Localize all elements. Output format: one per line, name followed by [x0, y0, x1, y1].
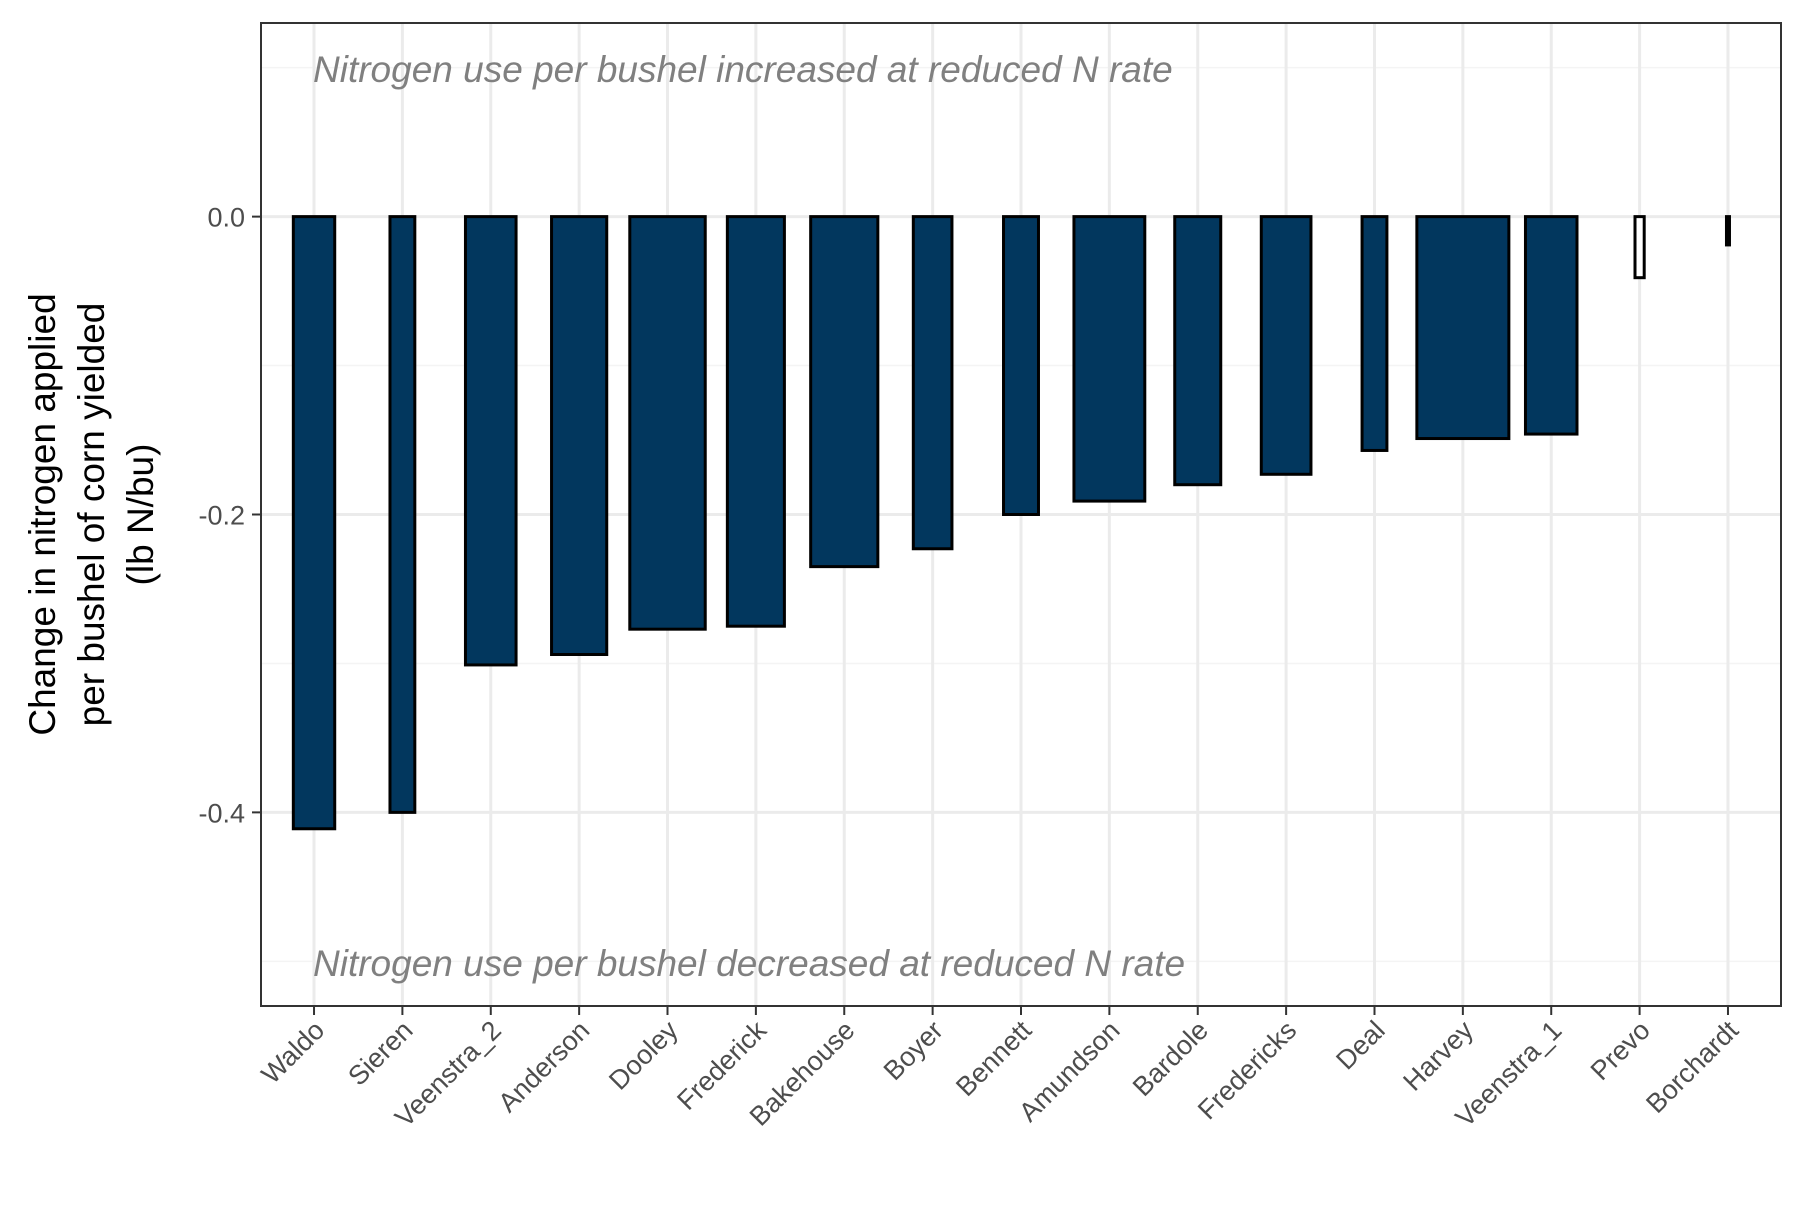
bar-waldo: [291, 215, 337, 831]
y-axis-title-line-1: Change in nitrogen applied: [22, 293, 63, 735]
y-axis-title: Change in nitrogen applied per bushel of…: [22, 293, 161, 735]
bar-bakehouse: [809, 215, 880, 569]
y-tick-label: -0.2: [198, 501, 245, 531]
bar-veenstra-1: [1523, 215, 1579, 436]
y-axis: 0.0 -0.2 -0.4: [198, 203, 261, 828]
bar-bardole: [1173, 215, 1223, 487]
annotation-top: Nitrogen use per bushel increased at red…: [313, 49, 1173, 90]
bar-bennett: [1002, 215, 1040, 516]
annotation-bottom: Nitrogen use per bushel decreased at red…: [313, 943, 1185, 984]
bar-boyer: [911, 215, 954, 551]
bar-prevo: [1633, 215, 1646, 280]
bar-anderson: [550, 215, 609, 657]
bar-frederick: [725, 215, 786, 628]
y-axis-title-line-3: (lb N/bu): [120, 444, 161, 586]
bar-borchardt: [1724, 215, 1731, 247]
y-tick-label: 0.0: [207, 203, 245, 233]
bars: [291, 215, 1731, 831]
bar-deal: [1360, 215, 1389, 452]
bar-sieren: [388, 215, 417, 814]
y-tick-label: -0.4: [198, 798, 245, 828]
bar-amundson: [1072, 215, 1147, 503]
bar-harvey: [1415, 215, 1511, 441]
y-axis-title-line-2: per bushel of corn yielded: [71, 303, 112, 727]
bar-fredericks: [1259, 215, 1313, 476]
bar-dooley: [628, 215, 707, 631]
bar-veenstra-2: [463, 215, 518, 667]
